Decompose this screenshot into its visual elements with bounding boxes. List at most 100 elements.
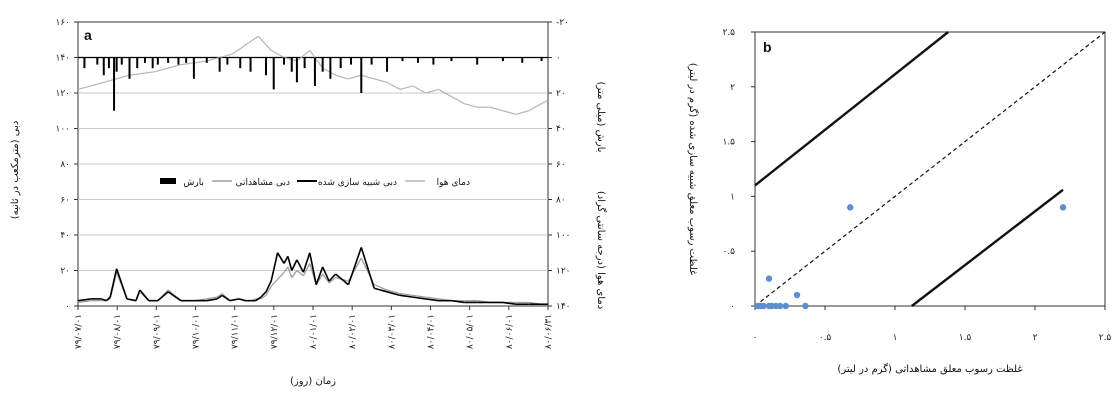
chart-b-line-upper (754, 31, 949, 187)
chart-a-ytick-right-label: ۱۰۰ (556, 231, 571, 241)
temperature-segment (386, 81, 401, 90)
scatter-point (765, 275, 773, 282)
observed-segment (296, 269, 304, 277)
chart-a-xtick-label: ۷۹/۱۰/۰۱ (192, 314, 202, 349)
chart-b-line-1-1 (754, 31, 1106, 307)
chart-a-gridlines (78, 56, 548, 271)
observed-segment (277, 271, 285, 280)
observed-segment (265, 286, 272, 296)
chart-b-xtick-label: ۰.۵ (819, 333, 832, 343)
precip-bar (143, 57, 146, 63)
chart-a-ytick-right-label: ۱۴۰ (556, 302, 571, 312)
simulated-segment (451, 299, 465, 304)
observed-segment (287, 266, 293, 278)
observed-segment (328, 277, 336, 284)
chart-b-xtick-label: ۲ (1033, 333, 1038, 343)
chart-a-xtick-label: ۷۹/۰۹/۰۱ (152, 314, 162, 349)
scatter-point (1059, 204, 1067, 211)
legend-temperature-label: دمای هوا (437, 178, 470, 188)
chart-b-ytick-label: ۲.۵ (722, 28, 735, 38)
chart-b-ytick-label: ۲ (730, 83, 735, 93)
observed-segment (216, 293, 223, 298)
chart-b-reference-lines (754, 31, 1106, 307)
chart-a-xtick-label: ۸۰/۰۳/۰۱ (387, 314, 397, 349)
precip-bar (450, 57, 453, 62)
precip-bar (303, 57, 306, 69)
scatter-point (793, 291, 801, 299)
precip-bar (136, 57, 139, 69)
chart-b-ytick-label: ۱ (730, 192, 735, 202)
simulated-segment (373, 287, 388, 293)
simulated-segment (502, 301, 516, 306)
chart-b-ylabel: غلظت رسوب معلق شبیه سازی شده (گرم در لیت… (687, 63, 699, 276)
scatter-point (782, 302, 789, 310)
chart-b-points (754, 204, 1067, 310)
chart-a-xtick-label: ۷۹/۰۸/۰۱ (113, 314, 123, 349)
observed-segment (302, 263, 311, 277)
simulated-segment (308, 252, 318, 285)
precip-bar (107, 57, 110, 69)
precip-bar (272, 57, 275, 90)
chart-a-y-ticks-left: ۰ ۲۰ ۴۰ ۶۰ ۸۰ ۱۰۰ ۱۲۰ ۱۴۰ ۱۶۰ (55, 18, 78, 312)
chart-a-ytick-left-label: ۱۲۰ (55, 89, 70, 99)
precip-bar (113, 57, 116, 111)
precip-bar (156, 57, 159, 65)
temperature-segment (361, 74, 375, 80)
simulated-segment (360, 247, 375, 289)
chart-b-frame (754, 31, 1106, 307)
observed-segment (283, 266, 289, 273)
simulated-segment (283, 255, 289, 264)
simulated-segment (386, 291, 401, 297)
chart-a-ylabel-left: دبی (مترمکعب در ثانیه) (10, 121, 21, 220)
observed-segment (425, 296, 439, 300)
simulated-segment (425, 298, 439, 302)
precip-bar (339, 57, 342, 69)
precip-bar (226, 57, 229, 65)
simulated-segment (296, 259, 305, 273)
precip-bar (205, 57, 208, 63)
chart-a-x-ticks: ۷۹/۰۷/۰۱ ۷۹/۰۸/۰۱ ۷۹/۰۹/۰۱ ۷۹/۱۰/۰۱ ۷۹/۱۱/۰۱… (74, 306, 554, 349)
temperature-segment (464, 103, 478, 108)
observed-segment (77, 300, 91, 304)
simulated-segment (291, 259, 298, 271)
chart-a-xtick-label: ۸۰/۰۴/۰۱ (427, 314, 437, 349)
chart-b-ticks: ۰ ۰.۵ ۱ ۱.۵ ۲ ۲.۵ ۰ ۰.۵ ۱ ۱.۵ ۲ ۲.۵ (722, 28, 1111, 343)
simulated-segment (302, 252, 311, 273)
precip-bar (218, 57, 221, 72)
chart-a: ۰ ۲۰ ۴۰ ۶۰ ۸۰ ۱۰۰ ۱۲۰ ۱۴۰ ۱۶۰ -۲۰ ۰ ۲۰ ۴۰ ۶۰ ۸۰ ۱۰۰ ۱۲۰… (10, 18, 607, 387)
chart-b-ytick-label: ۰.۵ (722, 247, 735, 257)
precip-bar (295, 57, 298, 83)
temperature-segment (322, 67, 336, 76)
chart-a-xlabel: زمان (روز) (290, 376, 336, 387)
simulated-segment (77, 298, 91, 302)
simulated-segment (135, 289, 141, 301)
precip-bar (521, 57, 524, 63)
observed-segment (270, 278, 279, 287)
chart-a-legend: بارش دبی مشاهداتی دبی شبیه سازی شده دمای… (160, 178, 470, 188)
precip-bar (540, 57, 543, 62)
chart-a-y-ticks-right: -۲۰ ۰ ۲۰ ۴۰ ۶۰ ۸۰ ۱۰۰ ۱۲۰ ۱۴۰ (548, 18, 571, 312)
observed-segment (260, 294, 267, 300)
scatter-point (760, 302, 767, 310)
simulated-segment (126, 298, 137, 302)
chart-b-xtick-label: ۱ (893, 333, 898, 343)
temperature-segment (296, 49, 311, 62)
simulated-segment (139, 289, 150, 302)
chart-a-ytick-left-label: ۱۴۰ (55, 54, 70, 64)
temperature-segment (155, 64, 182, 73)
precip-bar (167, 57, 170, 63)
scatter-point (777, 302, 784, 310)
temperature-segment (541, 99, 549, 105)
chart-a-xtick-label: ۷۹/۱۱/۰۱ (231, 314, 241, 349)
temperature-segment (309, 50, 324, 69)
simulated-segment (265, 280, 272, 293)
legend-simulated-label: دبی شبیه سازی شده (318, 178, 397, 188)
precip-bar (83, 57, 86, 69)
precip-bar (102, 57, 105, 76)
chart-b-line-lower (911, 188, 1064, 307)
simulated-segment (321, 266, 330, 282)
observed-segment (373, 284, 388, 291)
simulated-segment (399, 294, 413, 298)
temperature-segment (502, 110, 516, 115)
simulated-segment (328, 273, 337, 282)
